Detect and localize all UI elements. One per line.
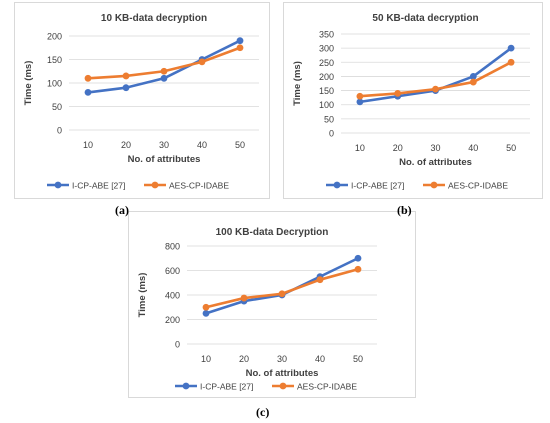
chart-title: 50 KB-data decryption [372,13,478,24]
y-tick-label: 200 [165,315,180,325]
x-tick-label: 50 [353,354,363,364]
y-tick-label: 150 [47,55,62,65]
legend-label: I-CP-ABE [27] [200,382,253,392]
chart-title: 10 KB-data decryption [101,13,207,24]
y-tick-label: 600 [165,266,180,276]
legend-marker [182,382,190,390]
data-point-series-2 [160,67,168,75]
y-tick-label: 150 [319,86,334,96]
y-tick-label: 250 [319,58,334,68]
caption-a: (a) [115,203,129,217]
legend-marker [430,181,438,189]
x-tick-label: 10 [201,354,211,364]
x-tick-label: 10 [83,140,93,150]
caption-c: (c) [256,405,270,419]
y-tick-label: 0 [175,340,180,350]
data-point-series-2 [356,92,364,100]
x-tick-label: 20 [239,354,249,364]
y-axis-label: Time (ms) [292,61,303,106]
data-point-series-2 [469,78,477,86]
x-tick-label: 40 [468,143,478,153]
chart-50kb: 50 KB-data decryption 0 50 100 150 200 250 300 3… [292,13,530,191]
data-point-series-1 [84,89,92,96]
y-tick-label: 200 [319,72,334,82]
y-tick-label: 800 [165,242,180,252]
x-axis-label: No. of attributes [399,157,472,168]
x-tick-label: 20 [393,143,403,153]
y-axis-label: Time (ms) [23,61,34,106]
legend-marker [333,181,341,189]
chart-panel-10kb: 10 KB-data decryption 0 50 100 150 200 10 20 30 4… [14,2,270,199]
x-tick-label: 40 [197,140,207,150]
legend-marker [54,181,62,189]
y-tick-label: 200 [47,32,62,42]
y-axis-label: Time (ms) [137,273,148,318]
y-tick-label: 100 [47,79,62,89]
series-line-1 [87,39,241,94]
data-point-series-2 [198,58,206,66]
legend-label: AES-CP-IDABE [297,382,357,392]
data-point-series-2 [316,276,324,284]
x-tick-label: 50 [235,140,245,150]
x-tick-label: 30 [159,140,169,150]
legend-label: AES-CP-IDABE [169,181,229,191]
data-point-series-2 [240,294,248,302]
caption-b: (b) [397,203,412,217]
y-tick-label: 0 [329,129,334,139]
data-point-series-2 [394,90,402,97]
data-point-series-2 [236,44,244,52]
x-tick-label: 40 [315,354,325,364]
y-tick-label: 300 [319,44,334,54]
data-point-series-1 [122,84,130,92]
chart-100kb: 100 KB-data Decryption 0 200 400 600 800 10 20 3… [137,227,377,392]
data-point-series-2 [122,72,130,80]
data-point-series-2 [432,85,439,93]
legend-label: I-CP-ABE [27] [351,181,404,191]
x-tick-label: 10 [355,143,365,153]
y-tick-label: 100 [319,100,334,110]
data-point-series-2 [202,303,210,311]
chart-panel-100kb: 100 KB-data Decryption 0 200 400 600 800 10 20 3… [128,211,416,398]
legend-marker [151,181,159,189]
data-point-series-2 [278,290,286,298]
legend-label: I-CP-ABE [27] [72,181,125,191]
x-tick-label: 30 [277,354,287,364]
data-point-series-1 [354,254,362,262]
data-point-series-1 [469,73,477,80]
data-point-series-2 [84,74,92,82]
series-line-1 [205,257,359,315]
chart-title: 100 KB-data Decryption [216,227,329,238]
data-point-series-1 [507,44,515,52]
x-tick-label: 50 [506,143,516,153]
legend-marker [279,382,287,390]
x-axis-label: No. of attributes [246,368,319,379]
chart-10kb: 10 KB-data decryption 0 50 100 150 200 10 20 30 4… [23,13,259,191]
data-point-series-1 [202,309,210,317]
y-tick-label: 0 [57,126,62,136]
data-point-series-1 [160,74,168,82]
y-tick-label: 50 [52,102,62,112]
x-axis-label: No. of attributes [128,154,201,165]
series-line-2 [205,268,359,309]
x-tick-label: 20 [121,140,131,150]
data-point-series-2 [354,265,362,273]
data-point-series-1 [356,98,364,106]
legend-label: AES-CP-IDABE [448,181,508,191]
y-tick-label: 50 [324,114,334,124]
y-tick-label: 400 [165,291,180,301]
data-point-series-1 [236,37,244,45]
data-point-series-2 [507,58,515,66]
chart-panel-50kb: 50 KB-data decryption 0 50 100 150 200 250 300 3… [283,2,543,199]
x-tick-label: 30 [430,143,440,153]
y-tick-label: 350 [319,30,334,40]
